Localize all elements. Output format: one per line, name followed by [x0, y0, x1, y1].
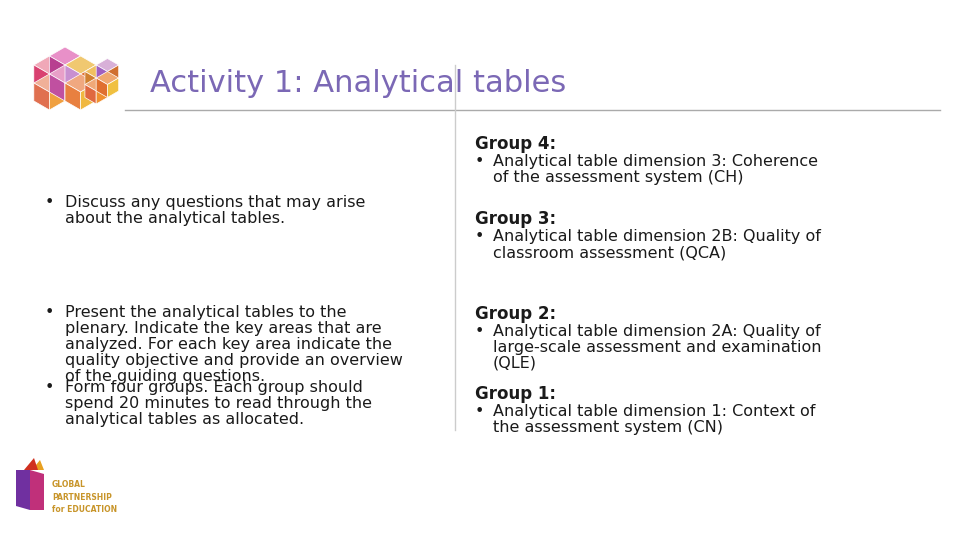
Text: •: • — [475, 154, 485, 169]
Polygon shape — [65, 65, 81, 92]
Text: GLOBAL
PARTNERSHIP
for EDUCATION: GLOBAL PARTNERSHIP for EDUCATION — [52, 480, 117, 514]
Text: •: • — [45, 380, 55, 395]
Text: •: • — [475, 324, 485, 339]
Text: Present the analytical tables to the: Present the analytical tables to the — [65, 305, 347, 320]
Text: quality objective and provide an overview: quality objective and provide an overvie… — [65, 353, 403, 368]
Text: •: • — [475, 404, 485, 419]
Polygon shape — [84, 65, 108, 78]
Polygon shape — [65, 74, 81, 101]
Polygon shape — [108, 65, 119, 84]
Polygon shape — [30, 470, 44, 510]
Text: classroom assessment (QCA): classroom assessment (QCA) — [493, 245, 727, 260]
Text: Analytical table dimension 2B: Quality of: Analytical table dimension 2B: Quality o… — [493, 229, 821, 244]
Polygon shape — [65, 56, 96, 74]
Polygon shape — [84, 71, 96, 91]
Text: •: • — [45, 305, 55, 320]
Text: analyzed. For each key area indicate the: analyzed. For each key area indicate the — [65, 337, 392, 352]
Polygon shape — [96, 65, 108, 84]
Polygon shape — [96, 78, 108, 98]
Text: Group 4:: Group 4: — [475, 135, 556, 153]
Text: of the guiding questions.: of the guiding questions. — [65, 369, 265, 384]
Text: about the analytical tables.: about the analytical tables. — [65, 211, 285, 226]
Polygon shape — [34, 74, 65, 92]
Text: Analytical table dimension 3: Coherence: Analytical table dimension 3: Coherence — [493, 154, 818, 169]
Polygon shape — [34, 83, 49, 110]
Polygon shape — [34, 56, 65, 74]
Polygon shape — [49, 56, 65, 83]
Polygon shape — [96, 71, 119, 84]
Polygon shape — [49, 74, 65, 101]
Text: Form four groups. Each group should: Form four groups. Each group should — [65, 380, 363, 395]
Text: Group 3:: Group 3: — [475, 210, 556, 228]
Text: plenary. Indicate the key areas that are: plenary. Indicate the key areas that are — [65, 321, 382, 336]
Text: Group 2:: Group 2: — [475, 305, 556, 323]
Polygon shape — [65, 83, 81, 110]
Text: Analytical table dimension 2A: Quality of: Analytical table dimension 2A: Quality o… — [493, 324, 821, 339]
Text: •: • — [475, 229, 485, 244]
Text: of the assessment system (CH): of the assessment system (CH) — [493, 170, 743, 185]
Text: Analytical table dimension 1: Context of: Analytical table dimension 1: Context of — [493, 404, 815, 419]
Polygon shape — [81, 65, 96, 92]
Polygon shape — [84, 84, 96, 104]
Polygon shape — [24, 458, 38, 470]
Polygon shape — [84, 78, 108, 91]
Polygon shape — [81, 83, 96, 110]
Polygon shape — [96, 58, 119, 71]
Text: spend 20 minutes to read through the: spend 20 minutes to read through the — [65, 396, 372, 411]
Text: analytical tables as allocated.: analytical tables as allocated. — [65, 412, 304, 427]
Polygon shape — [16, 470, 30, 510]
Text: large-scale assessment and examination: large-scale assessment and examination — [493, 340, 822, 355]
Text: Discuss any questions that may arise: Discuss any questions that may arise — [65, 195, 366, 210]
Polygon shape — [34, 65, 49, 92]
Polygon shape — [96, 84, 108, 104]
Polygon shape — [49, 65, 65, 92]
Text: (QLE): (QLE) — [493, 356, 537, 371]
Polygon shape — [65, 56, 81, 83]
Polygon shape — [65, 74, 96, 92]
Polygon shape — [32, 460, 44, 470]
Polygon shape — [96, 71, 108, 91]
Text: Activity 1: Analytical tables: Activity 1: Analytical tables — [150, 69, 566, 98]
Text: Group 1:: Group 1: — [475, 385, 556, 403]
Polygon shape — [49, 65, 81, 83]
Text: the assessment system (CN): the assessment system (CN) — [493, 420, 723, 435]
Polygon shape — [49, 83, 65, 110]
Polygon shape — [49, 47, 81, 65]
Text: •: • — [45, 195, 55, 210]
Polygon shape — [108, 78, 119, 98]
